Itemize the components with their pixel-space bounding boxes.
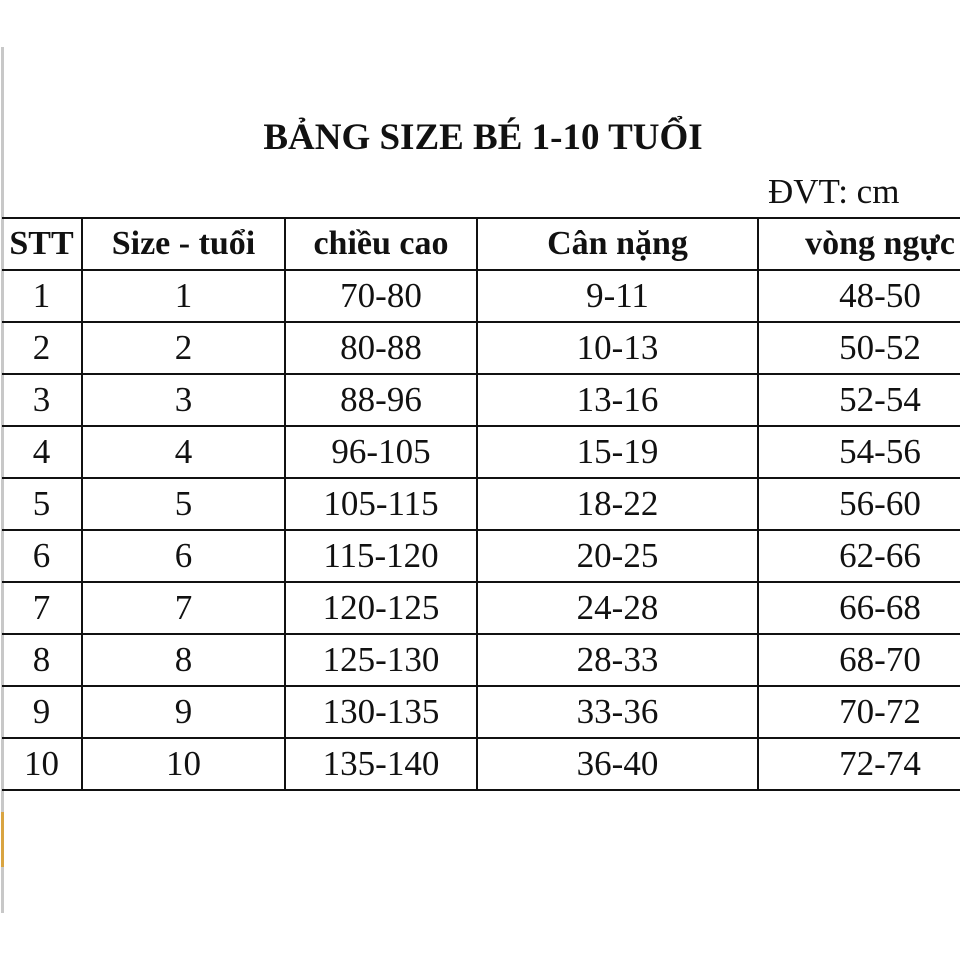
cell-stt: 10 [2, 737, 83, 791]
table-row: 3 3 88-96 13-16 52-54 [2, 373, 960, 427]
cell-size-age: 7 [81, 581, 286, 635]
cell-height: 96-105 [284, 425, 478, 479]
cell-stt: 6 [2, 529, 83, 583]
cell-height: 80-88 [284, 321, 478, 375]
cell-height: 115-120 [284, 529, 478, 583]
cell-weight: 18-22 [476, 477, 759, 531]
cell-chest: 62-66 [757, 529, 960, 583]
table-row: 6 6 115-120 20-25 62-66 [2, 529, 960, 583]
cell-height: 120-125 [284, 581, 478, 635]
header-stt: STT [2, 217, 83, 271]
table-row: 2 2 80-88 10-13 50-52 [2, 321, 960, 375]
cell-chest: 50-52 [757, 321, 960, 375]
cell-stt: 9 [2, 685, 83, 739]
table-row: 1 1 70-80 9-11 48-50 [2, 269, 960, 323]
cell-weight: 24-28 [476, 581, 759, 635]
cell-height: 70-80 [284, 269, 478, 323]
cell-stt: 8 [2, 633, 83, 687]
cell-height: 130-135 [284, 685, 478, 739]
cell-chest: 70-72 [757, 685, 960, 739]
header-chest: vòng ngực [757, 217, 960, 271]
cell-chest: 48-50 [757, 269, 960, 323]
cell-weight: 33-36 [476, 685, 759, 739]
cell-size-age: 1 [81, 269, 286, 323]
cell-weight: 28-33 [476, 633, 759, 687]
cell-weight: 20-25 [476, 529, 759, 583]
table-row: 7 7 120-125 24-28 66-68 [2, 581, 960, 635]
cell-stt: 5 [2, 477, 83, 531]
table-row: 10 10 135-140 36-40 72-74 [2, 737, 960, 791]
header-row: STT Size - tuổi chiều cao Cân nặng vòng ngực [2, 217, 960, 271]
cell-chest: 54-56 [757, 425, 960, 479]
cell-weight: 9-11 [476, 269, 759, 323]
cell-size-age: 5 [81, 477, 286, 531]
table-row: 9 9 130-135 33-36 70-72 [2, 685, 960, 739]
left-edge-marker [1, 812, 4, 867]
cell-height: 88-96 [284, 373, 478, 427]
cell-weight: 10-13 [476, 321, 759, 375]
table-row: 8 8 125-130 28-33 68-70 [2, 633, 960, 687]
header-size-age: Size - tuổi [81, 217, 286, 271]
cell-stt: 7 [2, 581, 83, 635]
cell-stt: 4 [2, 425, 83, 479]
cell-size-age: 9 [81, 685, 286, 739]
cell-stt: 3 [2, 373, 83, 427]
cell-chest: 72-74 [757, 737, 960, 791]
cell-size-age: 6 [81, 529, 286, 583]
cell-chest: 52-54 [757, 373, 960, 427]
cell-size-age: 10 [81, 737, 286, 791]
cell-size-age: 4 [81, 425, 286, 479]
cell-chest: 66-68 [757, 581, 960, 635]
header-weight: Cân nặng [476, 217, 759, 271]
table-row: 5 5 105-115 18-22 56-60 [2, 477, 960, 531]
cell-size-age: 3 [81, 373, 286, 427]
cell-height: 105-115 [284, 477, 478, 531]
cell-height: 135-140 [284, 737, 478, 791]
cell-weight: 36-40 [476, 737, 759, 791]
cell-height: 125-130 [284, 633, 478, 687]
cell-size-age: 2 [81, 321, 286, 375]
cell-size-age: 8 [81, 633, 286, 687]
cell-chest: 68-70 [757, 633, 960, 687]
cell-weight: 13-16 [476, 373, 759, 427]
table-title: BẢNG SIZE BÉ 1-10 TUỔI [263, 117, 703, 158]
unit-label: ĐVT: cm [768, 172, 900, 211]
cell-chest: 56-60 [757, 477, 960, 531]
header-height: chiều cao [284, 217, 478, 271]
size-table: STT Size - tuổi chiều cao Cân nặng vòng ngực… [2, 217, 960, 791]
cell-weight: 15-19 [476, 425, 759, 479]
cell-stt: 1 [2, 269, 83, 323]
cell-stt: 2 [2, 321, 83, 375]
table-row: 4 4 96-105 15-19 54-56 [2, 425, 960, 479]
